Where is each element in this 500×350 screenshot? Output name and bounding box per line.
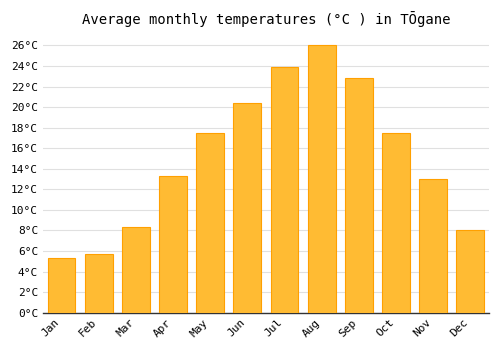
Bar (122, 228, 150, 313)
Bar (419, 179, 447, 313)
Bar (270, 67, 298, 313)
Bar (196, 133, 224, 313)
Bar (308, 46, 336, 313)
Bar (234, 103, 262, 313)
Bar (456, 230, 484, 313)
Bar (159, 176, 187, 313)
Title: Average monthly temperatures (°C ) in TŌgane: Average monthly temperatures (°C ) in TŌ… (82, 11, 450, 27)
Bar (48, 258, 76, 313)
Bar (345, 78, 373, 313)
Bar (382, 133, 410, 313)
Bar (85, 254, 112, 313)
